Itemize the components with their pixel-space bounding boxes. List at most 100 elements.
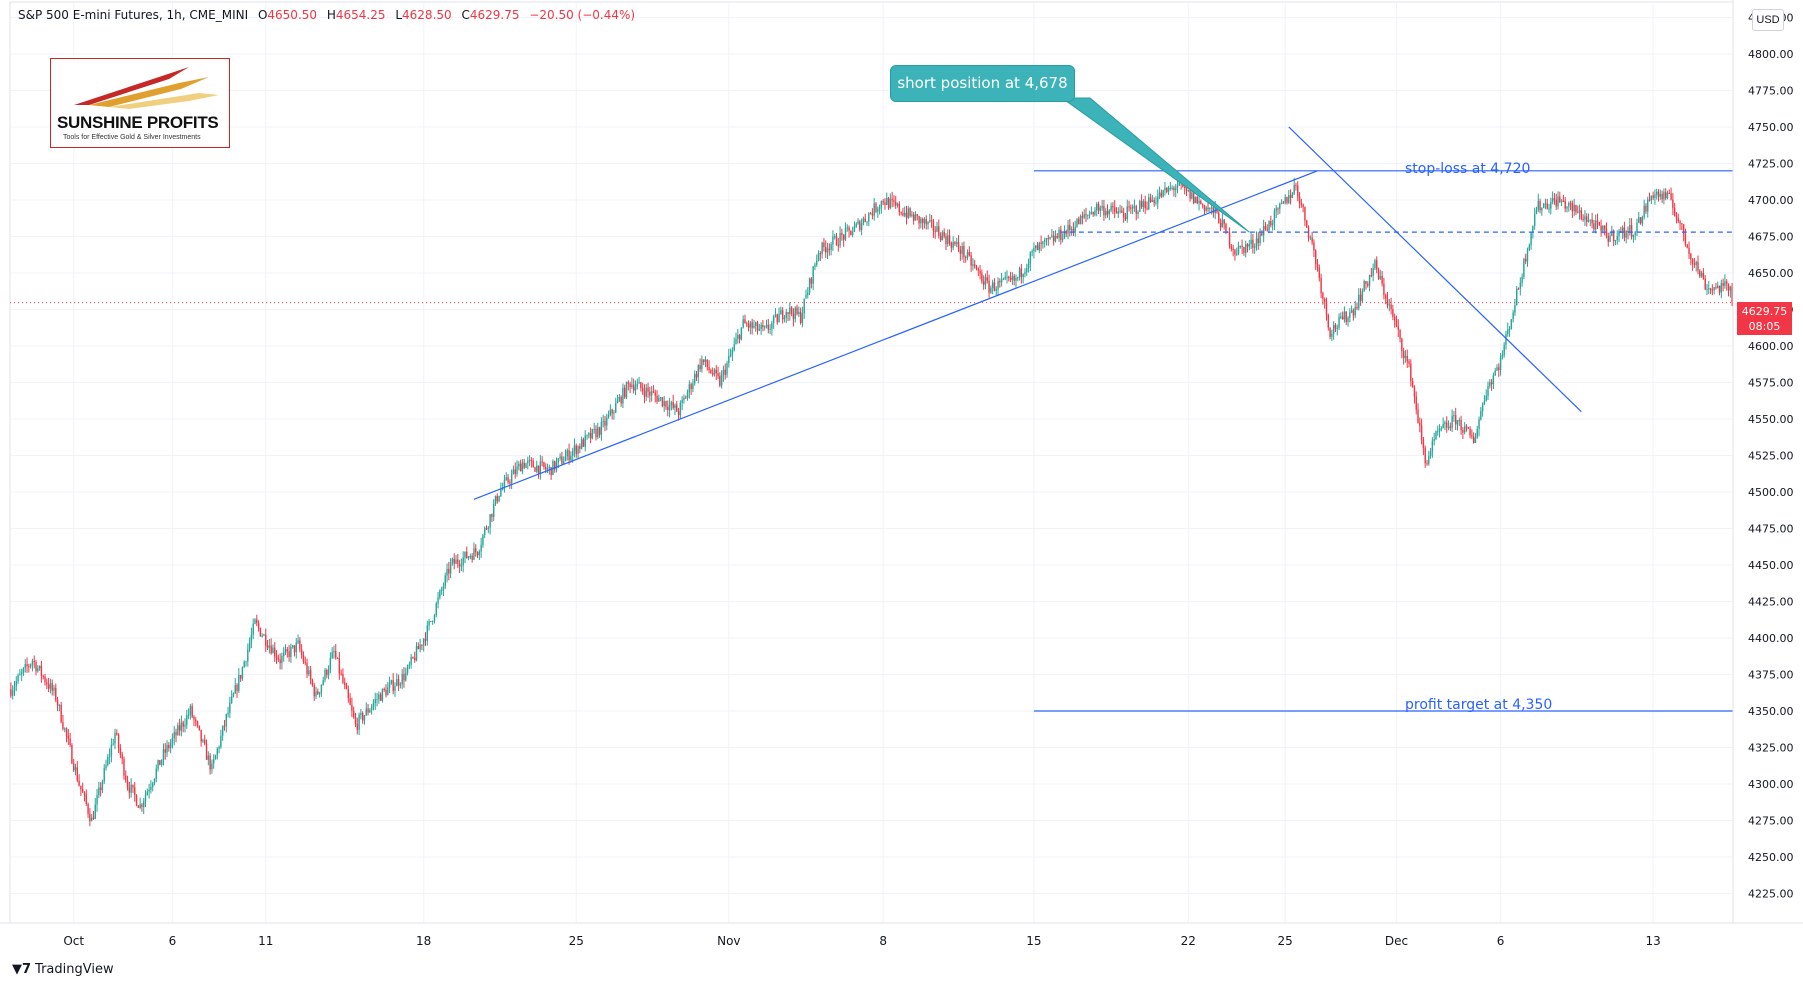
candle-body xyxy=(1368,275,1371,286)
candle-body xyxy=(580,439,583,449)
candle-body xyxy=(229,702,231,713)
candle-body xyxy=(195,719,197,722)
candle-body xyxy=(1282,202,1285,204)
candle-body xyxy=(1641,217,1644,224)
candle-body xyxy=(1058,229,1060,238)
candle-body xyxy=(76,767,79,781)
candle-body xyxy=(801,313,804,323)
candle-body xyxy=(1087,214,1089,216)
candle-body xyxy=(1469,428,1471,436)
candle-body xyxy=(1410,363,1412,382)
candle-body xyxy=(365,708,367,716)
candle-body xyxy=(968,252,971,256)
low-value: 4628.50 xyxy=(402,8,452,22)
candle-body xyxy=(1257,238,1259,244)
candle-body xyxy=(107,756,109,765)
candle-body xyxy=(857,221,859,224)
x-tick-label: 13 xyxy=(1645,934,1660,948)
candle-body xyxy=(1212,207,1215,214)
short-position-callout[interactable]: short position at 4,678 xyxy=(890,65,1075,102)
candle-body xyxy=(984,277,987,285)
candle-body xyxy=(1530,233,1532,246)
candle-body xyxy=(954,242,956,244)
candle-body xyxy=(1422,439,1425,448)
candle-body xyxy=(722,369,725,375)
candle-body xyxy=(512,469,515,475)
candle-body xyxy=(1079,216,1082,225)
candle-body xyxy=(279,659,281,664)
candle-body xyxy=(1419,423,1421,426)
candle-body xyxy=(947,235,949,245)
candle-body xyxy=(762,325,764,327)
candle-body xyxy=(719,375,721,386)
candle-body xyxy=(525,463,527,468)
candle-body xyxy=(1047,238,1050,240)
candle-body xyxy=(1390,304,1392,310)
candle-body xyxy=(982,281,985,285)
candle-body xyxy=(929,219,931,222)
candle-body xyxy=(69,738,71,745)
tradingview-watermark[interactable]: ▼7 TradingView xyxy=(12,962,114,977)
candle-body xyxy=(367,708,369,713)
candle-body xyxy=(521,462,524,472)
candle-body xyxy=(134,787,136,796)
candle-body xyxy=(1043,239,1046,242)
candle-body xyxy=(1505,334,1507,346)
candle-body xyxy=(557,458,560,462)
candle-body xyxy=(1230,245,1233,249)
candle-body xyxy=(121,754,123,759)
candle-body xyxy=(699,365,701,370)
candle-body xyxy=(385,689,387,696)
candle-body xyxy=(1393,316,1396,321)
candle-body xyxy=(826,248,829,253)
candle-body xyxy=(914,214,917,221)
candle-body xyxy=(941,232,944,241)
candle-body xyxy=(988,280,990,293)
candle-body xyxy=(496,495,499,502)
candle-body xyxy=(570,455,572,461)
candle-body xyxy=(85,794,87,804)
x-tick-label: 15 xyxy=(1026,934,1041,948)
candle-body xyxy=(792,313,795,320)
candle-body xyxy=(1358,294,1360,309)
candle-body xyxy=(1045,238,1048,240)
candle-body xyxy=(889,198,892,209)
candle-body xyxy=(31,660,34,665)
candle-body xyxy=(62,722,64,729)
candle-body xyxy=(679,402,682,416)
candle-body xyxy=(760,325,762,330)
candle-body xyxy=(776,314,778,323)
candle-body xyxy=(832,236,834,245)
candle-body xyxy=(383,689,385,691)
currency-button[interactable]: USD xyxy=(1752,9,1784,31)
candle-body xyxy=(410,657,412,665)
candle-body xyxy=(1166,187,1168,192)
candle-body xyxy=(1682,224,1685,235)
open-value: 4650.50 xyxy=(267,8,318,22)
candle-body xyxy=(708,367,710,371)
candle-body xyxy=(1051,235,1053,238)
candle-body xyxy=(1252,239,1254,248)
candle-body xyxy=(571,450,574,456)
candle-body xyxy=(1359,294,1362,301)
stop-loss-label: stop-loss at 4,720 xyxy=(1405,161,1531,177)
candle-body xyxy=(119,748,122,755)
candle-body xyxy=(948,235,951,244)
candle-body xyxy=(1429,451,1432,456)
candle-body xyxy=(1492,375,1495,385)
candle-body xyxy=(374,699,376,704)
candle-body xyxy=(807,292,809,295)
logo-name: SUNSHINE PROFITS xyxy=(57,113,219,132)
candle-body xyxy=(1060,229,1062,240)
x-tick-label: 25 xyxy=(569,934,584,948)
candle-body xyxy=(756,322,759,331)
candle-body xyxy=(1323,298,1326,302)
candle-body xyxy=(40,665,43,676)
candle-body xyxy=(1289,195,1292,198)
candle-body xyxy=(604,420,606,426)
candle-body xyxy=(918,215,920,224)
candle-body xyxy=(1688,247,1690,255)
candle-body xyxy=(1668,192,1671,194)
candle-body xyxy=(1611,230,1613,236)
